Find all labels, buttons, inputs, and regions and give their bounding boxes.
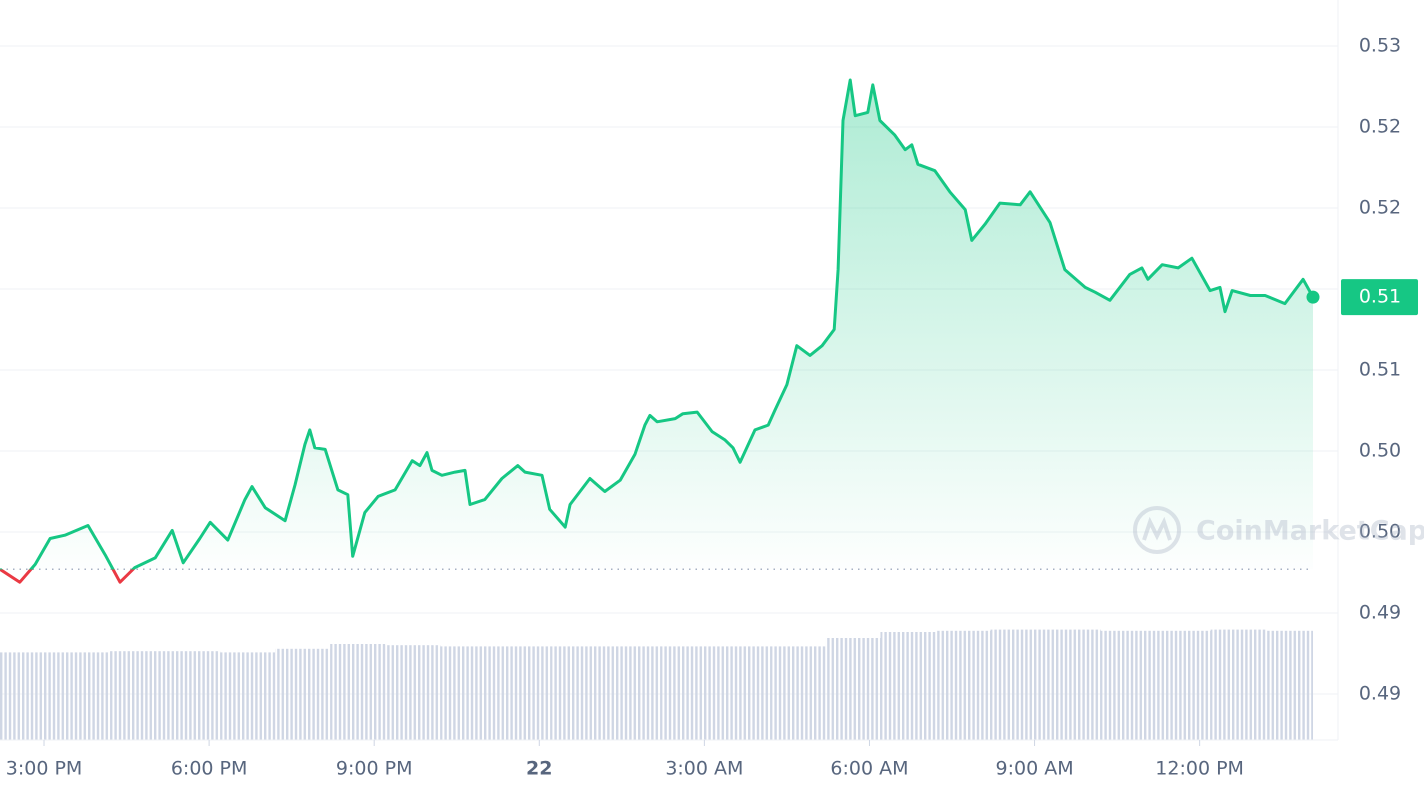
volume-bar (1155, 630, 1211, 740)
volume-bar (605, 646, 661, 740)
volume-bar (220, 652, 276, 740)
price-badge-label: 0.51 (1359, 286, 1401, 308)
volume-bar (495, 646, 551, 740)
volume-bar (770, 646, 826, 740)
volume-bar (385, 645, 441, 740)
volume-bar (550, 646, 606, 740)
volume-bar (1210, 629, 1266, 740)
watermark: CoinMarketCap (1133, 506, 1424, 554)
y-tick-label: 0.51 (1359, 359, 1401, 381)
volume-bar (935, 630, 991, 740)
y-tick-label: 0.49 (1359, 683, 1401, 705)
y-tick-label: 0.50 (1359, 521, 1401, 543)
volume-bar (330, 644, 386, 740)
volume-bar (715, 646, 771, 740)
price-line (0, 78, 1315, 584)
price-area (0, 80, 1313, 583)
volume-bar (110, 651, 166, 740)
volume-bar (440, 646, 496, 740)
x-tick-label: 12:00 PM (1155, 758, 1244, 780)
watermark-text: CoinMarketCap (1196, 516, 1424, 547)
x-tick-label: 3:00 AM (665, 758, 743, 780)
y-tick-label: 0.52 (1359, 116, 1401, 138)
volume-bar (55, 652, 111, 740)
volume-bar (1045, 629, 1101, 740)
volume-bar (825, 638, 881, 740)
x-tick-label: 6:00 PM (171, 758, 248, 780)
x-tick-label: 22 (526, 758, 552, 780)
y-tick-label: 0.52 (1359, 197, 1401, 219)
x-tick-label: 6:00 AM (830, 758, 908, 780)
volume-bar (1100, 630, 1156, 740)
y-tick-label: 0.49 (1359, 602, 1401, 624)
volume-bar (1265, 630, 1313, 740)
price-badge (1341, 279, 1418, 316)
volume-bar (275, 648, 331, 740)
x-tick-label: 9:00 AM (995, 758, 1073, 780)
x-tick-label: 9:00 PM (336, 758, 413, 780)
x-tick-label: 3:00 PM (6, 758, 83, 780)
volume-bar (880, 632, 936, 740)
y-tick-label: 0.50 (1359, 440, 1401, 462)
volume-bar (660, 646, 716, 740)
volume-bar (0, 652, 56, 740)
last-point (1306, 290, 1320, 304)
volume-bar (165, 651, 221, 740)
volume-bar (990, 629, 1046, 740)
y-tick-label: 0.53 (1359, 35, 1401, 57)
